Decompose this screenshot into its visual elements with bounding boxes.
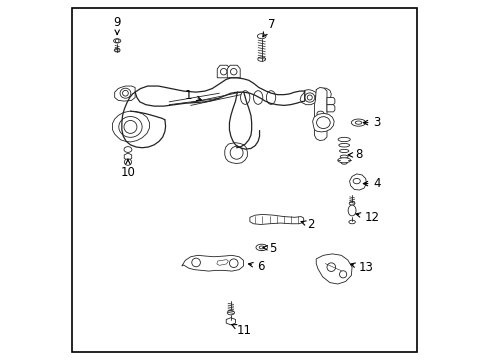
Circle shape xyxy=(306,95,312,100)
Ellipse shape xyxy=(340,161,346,164)
Polygon shape xyxy=(312,113,333,132)
Text: 9: 9 xyxy=(113,16,121,35)
Text: 2: 2 xyxy=(301,218,314,231)
Ellipse shape xyxy=(253,91,262,104)
Polygon shape xyxy=(316,254,351,284)
Polygon shape xyxy=(249,215,303,225)
Ellipse shape xyxy=(124,147,132,152)
Ellipse shape xyxy=(351,119,365,126)
Ellipse shape xyxy=(340,155,347,158)
Text: 10: 10 xyxy=(120,160,135,179)
Ellipse shape xyxy=(227,311,234,315)
Polygon shape xyxy=(349,174,366,190)
Ellipse shape xyxy=(119,117,142,137)
Polygon shape xyxy=(227,65,240,78)
Circle shape xyxy=(326,263,335,271)
Polygon shape xyxy=(115,86,135,101)
Text: 4: 4 xyxy=(363,177,380,190)
Ellipse shape xyxy=(124,159,131,165)
Ellipse shape xyxy=(257,57,265,61)
Text: 7: 7 xyxy=(263,18,275,37)
Polygon shape xyxy=(226,318,235,325)
Ellipse shape xyxy=(257,34,265,39)
Text: 11: 11 xyxy=(231,324,251,337)
Ellipse shape xyxy=(337,158,350,163)
Ellipse shape xyxy=(316,118,324,123)
Ellipse shape xyxy=(114,48,120,52)
Polygon shape xyxy=(224,143,247,163)
Circle shape xyxy=(191,258,200,267)
Ellipse shape xyxy=(120,88,131,98)
Circle shape xyxy=(124,121,137,134)
Polygon shape xyxy=(182,255,243,271)
Ellipse shape xyxy=(316,117,329,129)
Polygon shape xyxy=(112,111,149,142)
Ellipse shape xyxy=(113,39,121,43)
Polygon shape xyxy=(217,260,228,265)
Ellipse shape xyxy=(352,179,360,184)
Circle shape xyxy=(230,146,243,159)
Circle shape xyxy=(122,90,128,96)
Ellipse shape xyxy=(337,137,349,141)
Ellipse shape xyxy=(348,220,355,224)
Polygon shape xyxy=(315,88,330,102)
Ellipse shape xyxy=(259,246,264,249)
Text: 13: 13 xyxy=(350,261,373,274)
Circle shape xyxy=(115,39,119,42)
Polygon shape xyxy=(326,98,334,105)
Circle shape xyxy=(339,271,346,278)
Circle shape xyxy=(230,68,237,75)
Ellipse shape xyxy=(266,91,275,104)
Text: 1: 1 xyxy=(185,89,201,102)
Ellipse shape xyxy=(316,111,324,116)
Ellipse shape xyxy=(347,205,355,216)
Circle shape xyxy=(220,68,226,75)
Ellipse shape xyxy=(355,121,361,124)
Ellipse shape xyxy=(240,91,249,104)
Polygon shape xyxy=(314,87,326,140)
Ellipse shape xyxy=(255,244,267,251)
Text: 8: 8 xyxy=(347,148,362,161)
Polygon shape xyxy=(124,153,131,160)
Ellipse shape xyxy=(338,143,349,147)
Ellipse shape xyxy=(304,93,314,102)
Polygon shape xyxy=(300,90,317,105)
Ellipse shape xyxy=(348,202,354,205)
Text: 12: 12 xyxy=(355,211,379,224)
Polygon shape xyxy=(326,105,334,112)
Ellipse shape xyxy=(316,126,324,131)
Text: 3: 3 xyxy=(363,116,380,129)
Ellipse shape xyxy=(339,149,348,153)
Polygon shape xyxy=(217,65,230,78)
Text: 6: 6 xyxy=(248,260,264,273)
Circle shape xyxy=(229,259,238,267)
Text: 5: 5 xyxy=(263,242,276,255)
